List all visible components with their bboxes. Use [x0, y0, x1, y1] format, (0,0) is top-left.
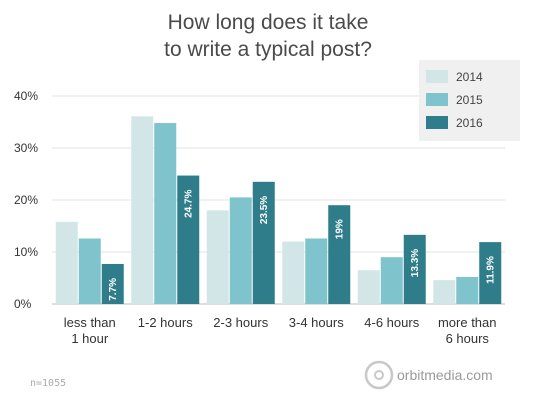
- data-label: 23.5%: [259, 196, 270, 224]
- legend-label-2014: 2014: [456, 70, 483, 84]
- chart-title-line: How long does it take: [168, 11, 369, 34]
- y-tick-label: 40%: [14, 89, 38, 103]
- legend-swatch-2014: [426, 70, 448, 83]
- bar-2016: [101, 263, 124, 304]
- gridlines: [52, 95, 505, 305]
- data-label: 13.3%: [410, 249, 421, 277]
- orbit-logo-core: [374, 370, 384, 380]
- x-category-label: less than: [64, 315, 116, 330]
- bar-2016: [252, 181, 275, 304]
- bar-2016: [403, 234, 426, 304]
- sample-size-note: n=1055: [30, 378, 66, 389]
- bar-2016: [479, 242, 502, 304]
- bar-2014: [55, 221, 78, 304]
- x-category-label: 3-4 hours: [289, 315, 344, 330]
- y-tick-label: 20%: [14, 193, 38, 207]
- orbit-logo-icon: [364, 360, 394, 390]
- y-tick-label: 10%: [14, 245, 38, 259]
- x-category-label: more than: [438, 315, 497, 330]
- y-tick-label: 0%: [14, 297, 32, 311]
- x-category-label: 2-3 hours: [213, 315, 268, 330]
- bar-2015: [456, 276, 479, 304]
- data-label: 11.9%: [486, 256, 497, 284]
- bars: [55, 116, 502, 304]
- bar-2015: [380, 257, 403, 304]
- bar-2016: [177, 175, 200, 304]
- legend-label-2015: 2015: [456, 93, 483, 107]
- legend-label-2016: 2016: [456, 116, 483, 130]
- bar-2014: [131, 116, 154, 304]
- data-label: 7.7%: [108, 278, 119, 301]
- bar-2014: [357, 270, 380, 304]
- x-category-label: 1 hour: [71, 331, 109, 346]
- brand-name: orbitmedia.com: [397, 367, 493, 383]
- data-label: 24.7%: [184, 189, 195, 217]
- legend-swatch-2015: [426, 93, 448, 106]
- x-category-label: 1-2 hours: [138, 315, 193, 330]
- bar-2014: [206, 210, 229, 304]
- data-labels: 7.7% 24.7% 23.5% 19% 13.3% 11.9%: [108, 189, 497, 300]
- x-category-label: 6 hours: [446, 331, 490, 346]
- y-axis-ticks: 0% 10% 20% 30% 40%: [14, 89, 38, 311]
- bar-2015: [154, 123, 177, 304]
- bar-2015: [78, 238, 101, 304]
- legend: 2014 2015 2016: [419, 60, 520, 141]
- bar-2014: [433, 280, 456, 304]
- data-label: 19%: [335, 219, 346, 239]
- chart-title: How long does it take to write a typical …: [164, 11, 372, 61]
- y-tick-label: 30%: [14, 141, 38, 155]
- bar-2015: [305, 238, 328, 304]
- bar-2014: [282, 241, 305, 304]
- x-category-label: 4-6 hours: [364, 315, 419, 330]
- brand-logo: orbitmedia.com: [364, 360, 493, 390]
- chart-title-line: to write a typical post?: [164, 38, 372, 61]
- legend-swatch-2016: [426, 116, 448, 129]
- bar-2016: [328, 205, 351, 304]
- bar-2015: [229, 197, 252, 304]
